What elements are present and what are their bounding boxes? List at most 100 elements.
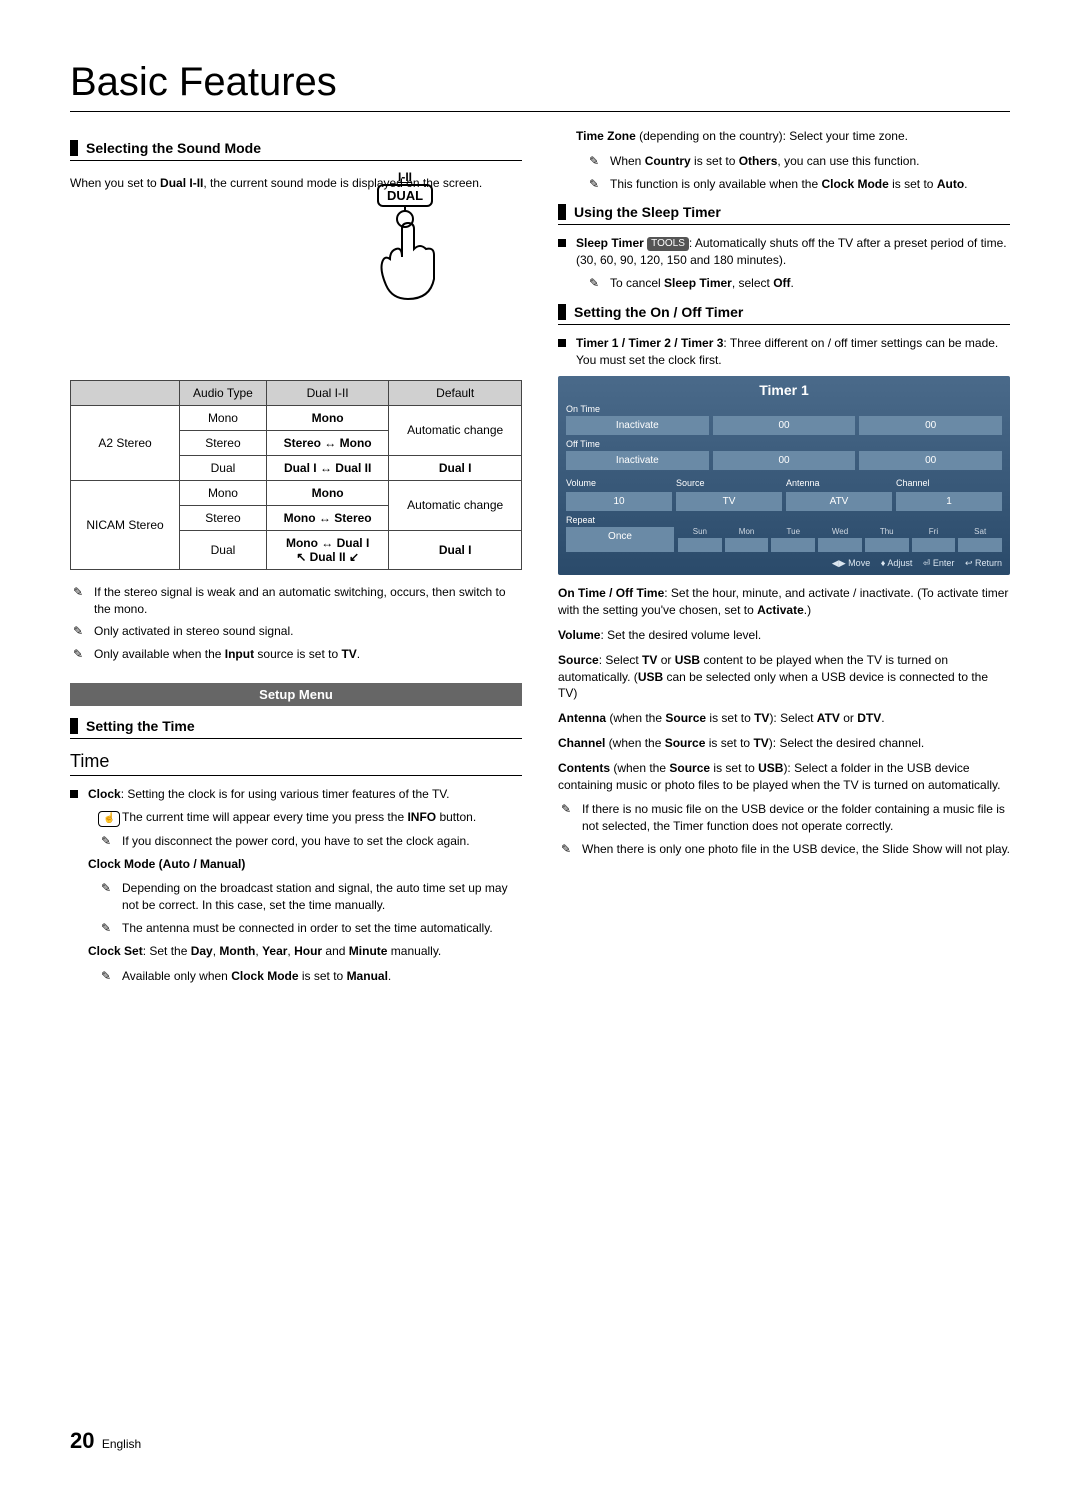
tp-cell: 00 [713, 451, 856, 470]
section-bar-icon [70, 140, 78, 156]
td: Mono ↔ Stereo [266, 505, 388, 530]
desc-cont: Contents (when the Source is set to USB)… [558, 760, 1010, 794]
t: . [357, 647, 360, 661]
t: Clock Mode (Auto / Manual) [88, 857, 245, 871]
tp-label: Off Time [566, 439, 1002, 449]
desc-src: Source: Select TV or USB content to be p… [558, 652, 1010, 702]
t: DTV [857, 711, 881, 725]
t: TV [754, 711, 769, 725]
t: Mono [312, 411, 344, 425]
th-default: Default [389, 380, 522, 405]
td: Stereo [180, 430, 267, 455]
t: . [881, 711, 884, 725]
bullet-sleep: Sleep Timer TOOLS: Automatically shuts o… [558, 235, 1010, 269]
t: TV [341, 647, 356, 661]
note-icon: ✎ [98, 880, 114, 914]
td: Mono [266, 405, 388, 430]
td: Stereo ↔ Mono [266, 430, 388, 455]
t: Off [773, 276, 790, 290]
t: USB [758, 761, 783, 775]
t: Only available when the [94, 647, 225, 661]
t: Volume [558, 628, 600, 642]
t: Contents [558, 761, 610, 775]
t: . [791, 276, 794, 290]
td: Dual I [389, 530, 522, 569]
td-nicam: NICAM Stereo [71, 480, 180, 569]
t: is set to [705, 736, 753, 750]
day-box-icon [678, 538, 722, 552]
t: and [322, 944, 349, 958]
t: When you set to [70, 176, 160, 190]
t: Source [665, 711, 706, 725]
section-bar-icon [558, 204, 566, 220]
note: ✎ Only available when the Input source i… [70, 646, 522, 663]
bullet-icon [558, 339, 566, 347]
section-label: Setting the Time [86, 718, 195, 734]
section-label: Using the Sleep Timer [574, 204, 721, 220]
t: Mono ↔ Stereo [284, 511, 372, 525]
footer-move: ◀▶ Move [832, 558, 870, 568]
td: Mono [180, 405, 267, 430]
t: Source [669, 761, 710, 775]
th-blank [71, 380, 180, 405]
day-box-icon [865, 538, 909, 552]
t: Dual I [439, 543, 472, 557]
t: Mono [312, 486, 344, 500]
t: When [610, 154, 645, 168]
note-text: If you disconnect the power cord, you ha… [122, 833, 470, 850]
bullet-text: Clock: Setting the clock is for using va… [88, 786, 450, 803]
t: Time Zone [576, 129, 636, 143]
note-icon: ✎ [98, 968, 114, 985]
note-text: If the stereo signal is weak and an auto… [94, 584, 522, 618]
note: ✎ When Country is set to Others, you can… [586, 153, 1010, 170]
dual-top-label: I-II [360, 170, 450, 184]
clock-set-text: Clock Set: Set the Day, Month, Year, Hou… [88, 943, 522, 960]
t: To cancel [610, 276, 664, 290]
tp-label: Repeat [566, 515, 1002, 525]
note: ✎ To cancel Sleep Timer, select Off. [586, 275, 1010, 292]
t: The current time will appear every time … [122, 810, 407, 824]
bullet-text: Sleep Timer TOOLS: Automatically shuts o… [576, 235, 1010, 269]
note-icon: ✎ [586, 176, 602, 193]
bullet-icon [558, 239, 566, 247]
footer-enter: ⏎ Enter [923, 558, 955, 568]
tp-row: Inactivate 00 00 [566, 451, 1002, 470]
t: Mon [725, 527, 769, 536]
note-text: If there is no music file on the USB dev… [582, 801, 1010, 835]
tp-cell: Inactivate [566, 451, 709, 470]
t: Source [665, 736, 706, 750]
t: TV [753, 736, 768, 750]
tp-day: Sat [958, 527, 1002, 552]
tp-day: Mon [725, 527, 769, 552]
td: Automatic change [389, 480, 522, 530]
t: Stereo ↔ Mono [284, 436, 372, 450]
t: : Select [599, 653, 642, 667]
tz-text: Time Zone (depending on the country): Se… [576, 128, 1010, 145]
t: , you can use this function. [777, 154, 919, 168]
t: Activate [757, 603, 804, 617]
t: Dual I ↔ Dual II [284, 461, 371, 475]
tp-label: Channel [896, 478, 1002, 488]
page-number: 20 English [70, 1428, 141, 1454]
section-bar-icon [558, 304, 566, 320]
t: This function is only available when the [610, 177, 821, 191]
bullet-timer123: Timer 1 / Timer 2 / Timer 3: Three diffe… [558, 335, 1010, 369]
t: , select [732, 276, 773, 290]
t: Channel [558, 736, 605, 750]
tp-cell: ATV [786, 492, 892, 511]
note: ✎ Depending on the broadcast station and… [98, 880, 522, 914]
tp-cell: Once [566, 527, 674, 552]
td: Mono [266, 480, 388, 505]
note-text: To cancel Sleep Timer, select Off. [610, 275, 794, 292]
section-setting-time: Setting the Time [70, 718, 522, 739]
td: Mono ↔ Dual I ↖ Dual II ↙ [266, 530, 388, 569]
note: ☝ The current time will appear every tim… [98, 809, 522, 827]
t: : Setting the clock is for using various… [121, 787, 450, 801]
section-sound-mode: Selecting the Sound Mode [70, 140, 522, 161]
td-a2: A2 Stereo [71, 405, 180, 480]
t: Input [225, 647, 254, 661]
t: Clock Mode [821, 177, 888, 191]
note-text: The current time will appear every time … [122, 809, 476, 827]
tp-day: Fri [912, 527, 956, 552]
tp-cell: 10 [566, 492, 672, 511]
